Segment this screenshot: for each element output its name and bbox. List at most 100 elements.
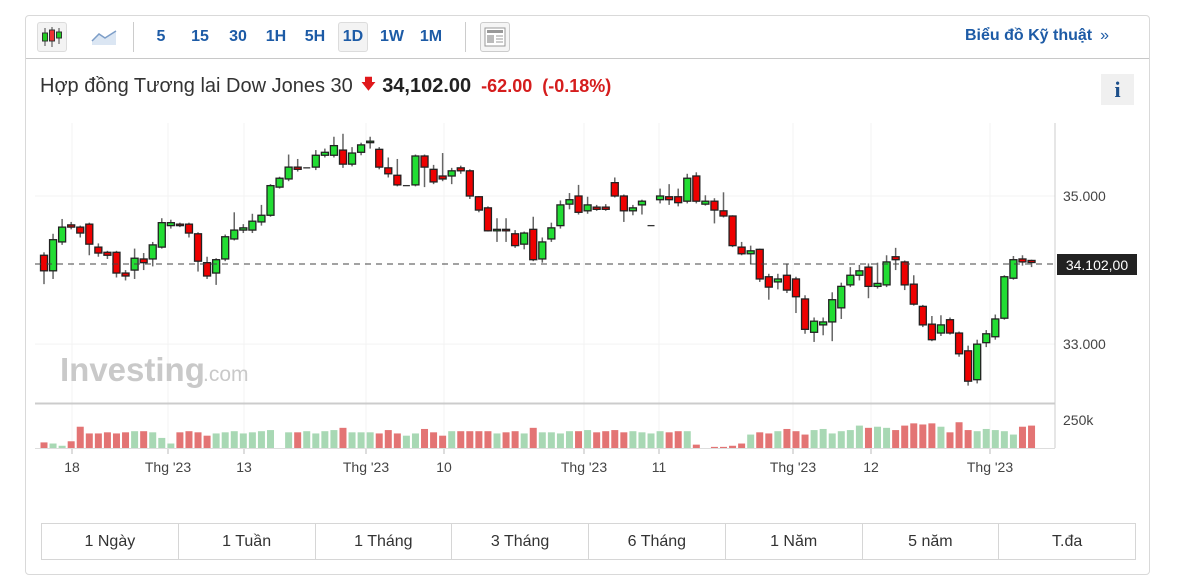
candle bbox=[683, 173, 692, 204]
candle bbox=[510, 230, 520, 248]
volume-bar bbox=[910, 423, 918, 448]
candle-body bbox=[393, 174, 402, 186]
candle bbox=[393, 158, 402, 187]
candle bbox=[329, 136, 339, 158]
candle-body bbox=[57, 226, 67, 243]
volume-bar bbox=[801, 434, 809, 448]
candle bbox=[782, 263, 792, 294]
candle bbox=[456, 165, 465, 174]
layout-button[interactable] bbox=[480, 22, 510, 52]
candle-body bbox=[936, 324, 946, 334]
candle-body bbox=[465, 170, 474, 197]
candle-body bbox=[556, 204, 565, 227]
candle-body bbox=[474, 196, 484, 211]
volume-bar bbox=[393, 433, 401, 448]
candle bbox=[529, 216, 538, 262]
volume-bar bbox=[756, 432, 764, 448]
range-1-week[interactable]: 1 Tuần bbox=[179, 524, 316, 559]
volume-bar bbox=[457, 431, 465, 448]
candle bbox=[157, 218, 166, 249]
candle-body bbox=[764, 276, 773, 288]
candle bbox=[85, 222, 94, 256]
candle bbox=[565, 193, 574, 210]
candlestick-chart-button[interactable] bbox=[37, 22, 67, 52]
interval-5h[interactable]: 5H bbox=[304, 28, 326, 45]
candle-body bbox=[547, 227, 556, 240]
candle-body bbox=[1018, 258, 1027, 263]
candle-body bbox=[121, 272, 130, 277]
candle bbox=[94, 243, 103, 257]
volume-bar bbox=[973, 431, 981, 448]
candle bbox=[103, 250, 112, 259]
candle-body bbox=[175, 223, 185, 227]
info-button[interactable]: i bbox=[1101, 74, 1134, 105]
range-1-month[interactable]: 1 Tháng bbox=[316, 524, 453, 559]
candle bbox=[674, 188, 683, 207]
volume-bar bbox=[76, 426, 84, 448]
time-tick-label: Thg '23 bbox=[145, 459, 191, 475]
candle-body bbox=[193, 233, 203, 262]
range-3-months[interactable]: 3 Tháng bbox=[452, 524, 589, 559]
interval-1m[interactable]: 1M bbox=[419, 28, 443, 45]
interval-5[interactable]: 5 bbox=[156, 28, 166, 45]
candle bbox=[728, 215, 737, 248]
volume-bar bbox=[267, 430, 274, 448]
range-5-years[interactable]: 5 năm bbox=[863, 524, 1000, 559]
candle bbox=[411, 154, 420, 187]
candle bbox=[293, 158, 302, 172]
volume-bar bbox=[529, 427, 537, 448]
candle-body bbox=[202, 262, 212, 277]
candle bbox=[465, 169, 474, 199]
candle bbox=[809, 317, 819, 342]
candle-body bbox=[67, 224, 76, 228]
candle bbox=[266, 184, 275, 217]
candle-body bbox=[683, 177, 692, 202]
volume-bar bbox=[411, 433, 419, 448]
interval-15[interactable]: 15 bbox=[191, 28, 209, 45]
volume-bar bbox=[774, 431, 782, 448]
time-tick-label: 12 bbox=[863, 459, 879, 475]
volume-bar bbox=[783, 428, 791, 448]
volume-bar bbox=[538, 432, 546, 448]
candle-body bbox=[356, 144, 366, 153]
volume-bar bbox=[720, 446, 727, 448]
volume-bar bbox=[94, 433, 102, 448]
volume-bar bbox=[855, 425, 863, 448]
volume-bar bbox=[466, 431, 474, 448]
area-chart-button[interactable] bbox=[89, 22, 119, 52]
candle-body bbox=[429, 168, 438, 183]
interval-1w[interactable]: 1W bbox=[380, 28, 404, 45]
candle-body bbox=[710, 200, 719, 211]
candle bbox=[483, 206, 493, 232]
volume-bar bbox=[122, 432, 130, 448]
time-tick-label: Thg '23 bbox=[561, 459, 607, 475]
candle-body bbox=[275, 177, 284, 188]
candle-body bbox=[157, 222, 166, 248]
instrument-header: Hợp đồng Tương lai Dow Jones 30 🡇 34,102… bbox=[40, 74, 611, 99]
last-price: 34,102.00 bbox=[382, 75, 472, 97]
range-1-day[interactable]: 1 Ngày bbox=[42, 524, 179, 559]
volume-bar bbox=[285, 432, 293, 448]
volume-bar bbox=[874, 426, 882, 448]
candle-body bbox=[320, 151, 330, 156]
volume-bar bbox=[384, 430, 392, 448]
last-price-badge-text: 34.102,00 bbox=[1066, 257, 1128, 273]
candle bbox=[773, 273, 783, 290]
candle bbox=[719, 192, 728, 218]
technical-chart-link[interactable]: Biểu đồ Kỹ thuật » bbox=[965, 27, 1109, 45]
candle-body bbox=[900, 261, 909, 286]
volume-bar bbox=[58, 445, 66, 448]
range-6-months[interactable]: 6 Tháng bbox=[589, 524, 726, 559]
candle-body bbox=[347, 152, 357, 165]
volume-bar bbox=[819, 428, 827, 448]
range-1-year[interactable]: 1 Năm bbox=[726, 524, 863, 559]
volume-bar bbox=[312, 433, 320, 448]
range-max[interactable]: T.đa bbox=[1052, 532, 1083, 550]
interval-30[interactable]: 30 bbox=[229, 28, 247, 45]
chart-toolbar: 5 15 30 1H 5H 1D 1W 1M Biểu đồ Kỹ thuật » bbox=[26, 16, 1149, 59]
candle bbox=[909, 275, 918, 306]
volume-bar bbox=[629, 431, 637, 448]
interval-1d[interactable]: 1D bbox=[338, 22, 368, 52]
interval-1h[interactable]: 1H bbox=[265, 28, 287, 45]
